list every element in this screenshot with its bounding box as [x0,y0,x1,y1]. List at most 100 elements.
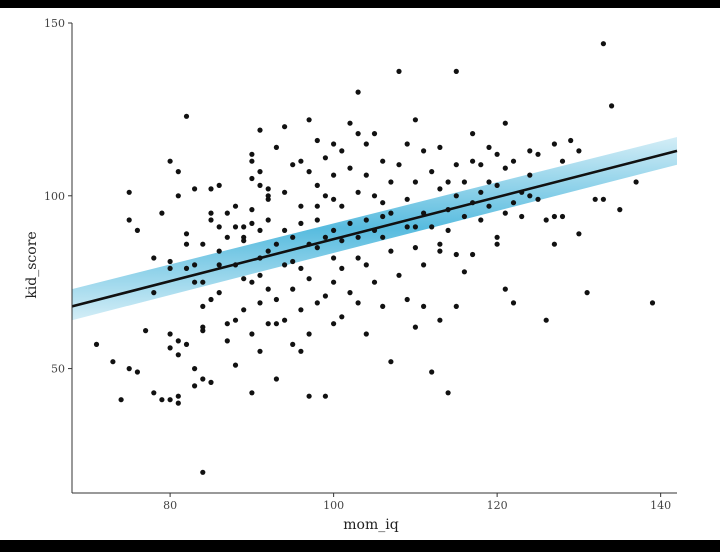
data-point [249,390,255,396]
data-point [282,227,288,233]
data-point [290,341,296,347]
data-point [192,279,198,285]
data-point [314,300,320,306]
data-point [363,141,369,147]
data-point [249,331,255,337]
data-point [265,321,271,327]
data-point [273,321,279,327]
data-point [232,362,239,368]
data-point [232,203,239,209]
data-point [249,175,255,182]
data-point [257,348,263,354]
data-point [347,220,353,226]
data-point [249,207,255,213]
data-point [306,393,312,399]
data-point [453,162,459,168]
data-point [208,217,214,223]
data-point [183,113,190,119]
data-point [290,162,296,168]
data-point [559,213,566,220]
data-point [363,172,369,178]
data-point [551,241,558,247]
data-point [282,317,288,323]
data-point [453,251,459,258]
data-point [306,117,312,123]
data-point [216,248,222,254]
data-point [322,234,328,240]
data-point [494,234,500,240]
data-point [559,158,566,164]
data-point [216,262,222,268]
fit-line-layer [71,149,678,308]
data-point [371,279,378,285]
data-point [224,338,230,344]
data-point [527,148,533,154]
data-point [502,210,508,216]
data-point [306,276,312,282]
data-point [93,341,100,347]
data-point [175,169,181,175]
data-point [208,210,214,216]
data-point [649,300,656,306]
data-point [208,379,214,385]
x-tick-label: 120 [487,499,508,512]
data-point [470,131,476,137]
data-point [331,321,337,327]
data-point [478,217,484,223]
data-point [331,172,337,178]
data-point [126,189,132,195]
data-point [388,248,394,254]
data-point [192,262,198,268]
data-point [494,241,500,247]
data-point [633,179,639,185]
data-point [510,200,517,206]
data-point [167,158,173,164]
data-point [470,251,476,258]
data-point [167,331,173,337]
data-point [380,234,386,240]
data-point [200,303,206,309]
data-point [510,300,517,306]
data-point [339,314,345,320]
data-point [314,245,320,251]
data-point [355,255,361,261]
data-point [167,265,173,271]
data-point [241,224,247,230]
data-point [396,272,402,278]
data-point [412,324,418,330]
data-point [355,131,361,137]
data-point [282,262,288,268]
data-point [265,248,271,254]
data-point [167,345,173,351]
data-point [273,144,279,150]
data-point [175,393,181,399]
data-point [437,144,443,150]
data-point [257,127,263,133]
data-point [494,182,500,188]
data-point [363,262,369,268]
data-point [576,148,582,154]
data-point [363,331,369,337]
data-point [314,182,320,188]
data-point [298,348,304,354]
data-point [429,169,435,175]
data-point [224,234,230,240]
data-point [437,241,443,247]
data-point [224,321,230,327]
data-point [249,158,255,164]
data-point [175,338,181,344]
data-point [265,217,271,223]
data-point [192,186,198,192]
data-point [535,196,541,202]
data-point [216,224,222,230]
data-point [421,262,427,268]
data-point [290,234,296,240]
data-point [461,269,467,275]
data-point [404,224,410,230]
x-tick-label: 140 [650,499,671,512]
data-point [290,258,296,265]
data-point [183,341,190,347]
data-point [404,141,410,147]
data-point [535,151,541,157]
data-point [224,210,230,216]
